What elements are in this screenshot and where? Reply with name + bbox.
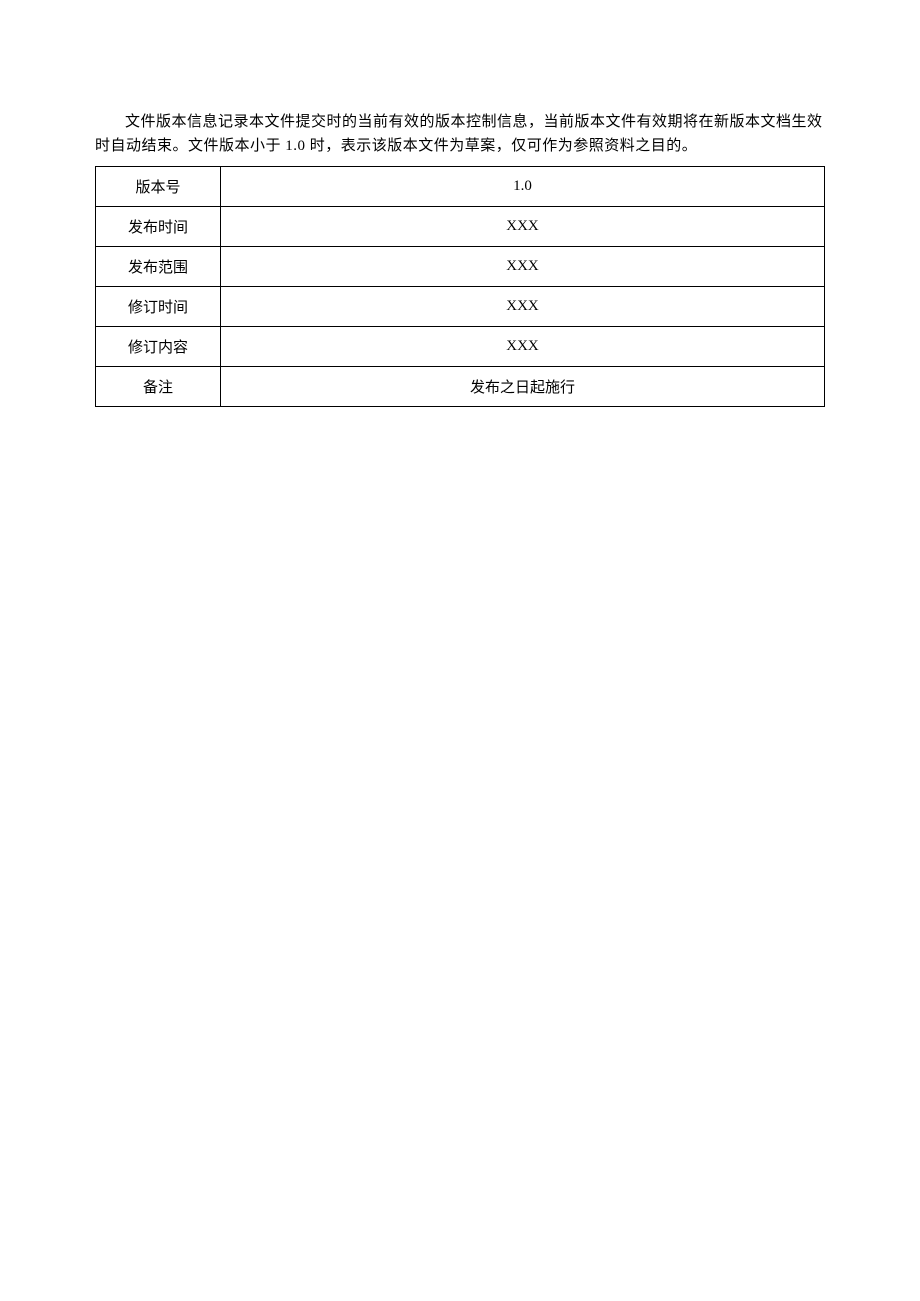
row-value: XXX (221, 207, 825, 247)
row-value: XXX (221, 247, 825, 287)
row-label: 发布范围 (96, 247, 221, 287)
table-row: 发布时间 XXX (96, 207, 825, 247)
row-label: 版本号 (96, 167, 221, 207)
row-label: 修订内容 (96, 327, 221, 367)
row-label: 修订时间 (96, 287, 221, 327)
row-label: 备注 (96, 367, 221, 407)
row-label: 发布时间 (96, 207, 221, 247)
row-value: XXX (221, 287, 825, 327)
table-row: 修订时间 XXX (96, 287, 825, 327)
table-row: 修订内容 XXX (96, 327, 825, 367)
row-value: XXX (221, 327, 825, 367)
row-value: 1.0 (221, 167, 825, 207)
intro-paragraph: 文件版本信息记录本文件提交时的当前有效的版本控制信息，当前版本文件有效期将在新版… (95, 110, 825, 158)
version-info-table: 版本号 1.0 发布时间 XXX 发布范围 XXX 修订时间 XXX 修订内容 … (95, 166, 825, 407)
document-page: 文件版本信息记录本文件提交时的当前有效的版本控制信息，当前版本文件有效期将在新版… (0, 0, 920, 407)
table-row: 版本号 1.0 (96, 167, 825, 207)
table-row: 备注 发布之日起施行 (96, 367, 825, 407)
row-value: 发布之日起施行 (221, 367, 825, 407)
table-row: 发布范围 XXX (96, 247, 825, 287)
